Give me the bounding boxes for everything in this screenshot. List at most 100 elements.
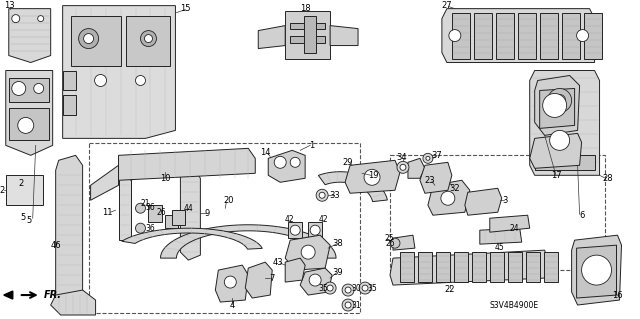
Text: 42: 42 bbox=[318, 215, 328, 224]
Text: 44: 44 bbox=[184, 204, 193, 213]
Text: 35: 35 bbox=[367, 284, 377, 293]
Text: 5: 5 bbox=[20, 213, 26, 222]
Text: 46: 46 bbox=[51, 241, 61, 250]
Text: 2: 2 bbox=[0, 186, 4, 195]
Circle shape bbox=[582, 255, 612, 285]
Circle shape bbox=[225, 276, 236, 288]
Text: 39: 39 bbox=[333, 268, 344, 277]
Circle shape bbox=[364, 169, 380, 185]
Text: S3V4B4900E: S3V4B4900E bbox=[490, 300, 539, 309]
Circle shape bbox=[95, 75, 107, 86]
Polygon shape bbox=[125, 16, 170, 65]
Polygon shape bbox=[290, 23, 325, 29]
Text: 5: 5 bbox=[26, 216, 31, 225]
Circle shape bbox=[290, 157, 300, 167]
Polygon shape bbox=[442, 9, 595, 63]
Circle shape bbox=[441, 191, 455, 205]
Circle shape bbox=[426, 156, 430, 160]
Text: 30: 30 bbox=[351, 284, 361, 293]
Polygon shape bbox=[534, 76, 580, 135]
Text: 11: 11 bbox=[102, 208, 113, 217]
Circle shape bbox=[342, 299, 354, 311]
Text: 10: 10 bbox=[160, 174, 171, 183]
Text: 25: 25 bbox=[384, 234, 394, 243]
Polygon shape bbox=[161, 225, 336, 258]
Text: 20: 20 bbox=[223, 196, 234, 205]
Circle shape bbox=[543, 93, 566, 117]
Text: 13: 13 bbox=[4, 1, 15, 10]
Text: 15: 15 bbox=[180, 4, 191, 13]
Circle shape bbox=[38, 16, 44, 22]
Text: 33: 33 bbox=[330, 191, 340, 200]
Polygon shape bbox=[454, 252, 468, 282]
Circle shape bbox=[449, 30, 461, 41]
Polygon shape bbox=[308, 222, 322, 238]
Text: 2: 2 bbox=[18, 179, 24, 188]
Text: 28: 28 bbox=[602, 174, 613, 183]
Circle shape bbox=[400, 164, 406, 170]
Polygon shape bbox=[56, 155, 83, 305]
Circle shape bbox=[423, 153, 433, 163]
Polygon shape bbox=[9, 78, 49, 102]
Circle shape bbox=[342, 284, 354, 296]
Polygon shape bbox=[480, 228, 522, 244]
Polygon shape bbox=[584, 13, 602, 58]
Text: 6: 6 bbox=[579, 211, 584, 220]
Circle shape bbox=[136, 223, 145, 233]
Circle shape bbox=[79, 29, 99, 48]
Circle shape bbox=[290, 225, 300, 235]
Circle shape bbox=[324, 282, 336, 294]
Circle shape bbox=[12, 81, 26, 95]
Polygon shape bbox=[572, 235, 621, 305]
Text: 31: 31 bbox=[351, 300, 361, 309]
Polygon shape bbox=[330, 26, 358, 46]
Circle shape bbox=[359, 282, 371, 294]
Circle shape bbox=[84, 33, 93, 44]
Polygon shape bbox=[543, 252, 557, 282]
Circle shape bbox=[362, 285, 368, 291]
Text: 36: 36 bbox=[145, 203, 156, 212]
Circle shape bbox=[397, 161, 409, 173]
Polygon shape bbox=[70, 16, 120, 65]
Text: 27: 27 bbox=[442, 1, 452, 10]
Text: 26: 26 bbox=[157, 208, 166, 217]
Polygon shape bbox=[436, 252, 450, 282]
Polygon shape bbox=[304, 16, 316, 53]
Polygon shape bbox=[180, 170, 200, 260]
Polygon shape bbox=[166, 215, 179, 228]
Polygon shape bbox=[285, 235, 330, 270]
Polygon shape bbox=[490, 252, 504, 282]
Polygon shape bbox=[465, 188, 502, 215]
Text: 19: 19 bbox=[368, 171, 378, 180]
Text: 21: 21 bbox=[141, 199, 150, 208]
Polygon shape bbox=[577, 245, 616, 298]
Circle shape bbox=[548, 88, 572, 112]
Bar bbox=[390, 155, 605, 270]
Polygon shape bbox=[345, 160, 400, 193]
Polygon shape bbox=[418, 252, 432, 282]
Polygon shape bbox=[300, 268, 332, 295]
Polygon shape bbox=[530, 70, 600, 175]
Polygon shape bbox=[259, 26, 285, 48]
Polygon shape bbox=[508, 252, 522, 282]
Text: 35: 35 bbox=[318, 284, 328, 293]
Polygon shape bbox=[215, 265, 248, 302]
Text: 38: 38 bbox=[333, 239, 344, 248]
Polygon shape bbox=[6, 70, 52, 155]
Polygon shape bbox=[540, 88, 575, 128]
Text: 14: 14 bbox=[260, 148, 271, 157]
Polygon shape bbox=[63, 6, 175, 138]
Circle shape bbox=[136, 203, 145, 213]
Text: 16: 16 bbox=[612, 291, 623, 300]
Circle shape bbox=[145, 34, 152, 42]
Circle shape bbox=[319, 192, 325, 198]
Polygon shape bbox=[490, 215, 530, 232]
Circle shape bbox=[550, 130, 570, 150]
Circle shape bbox=[390, 238, 400, 248]
Polygon shape bbox=[245, 262, 272, 298]
Polygon shape bbox=[51, 290, 95, 315]
Polygon shape bbox=[290, 36, 325, 42]
Bar bbox=[88, 143, 360, 313]
Polygon shape bbox=[122, 228, 262, 249]
Text: 37: 37 bbox=[431, 151, 442, 160]
